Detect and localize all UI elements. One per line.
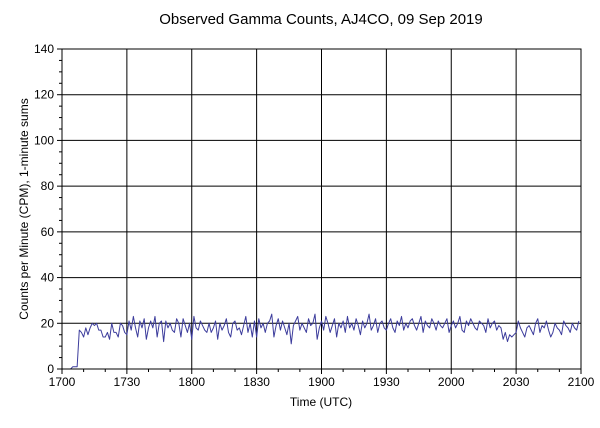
grid-lines	[62, 49, 581, 369]
x-axis-label: Time (UTC)	[290, 395, 352, 409]
x-tick-label: 1900	[308, 375, 335, 389]
y-tick-label: 0	[47, 362, 54, 376]
y-tick-label: 100	[34, 133, 54, 147]
x-tick-label: 1730	[114, 375, 141, 389]
x-tick-label: 1700	[49, 375, 76, 389]
y-axis-ticks: 0 20 40 60 80 100 120 140	[34, 42, 62, 376]
y-tick-label: 40	[41, 271, 55, 285]
y-tick-label: 20	[41, 316, 55, 330]
gamma-count-series-line	[62, 313, 580, 370]
plot-frame	[61, 48, 582, 370]
y-tick-label: 80	[41, 179, 55, 193]
x-tick-label: 1830	[243, 375, 270, 389]
x-tick-label: 2030	[503, 375, 530, 389]
y-axis-label: Counts per Minute (CPM), 1-minute sums	[17, 98, 31, 319]
y-tick-label: 120	[34, 88, 54, 102]
x-axis-ticks: 1700 1730 1800 1830 1900 1930 2000 2030 2100	[49, 369, 595, 389]
x-tick-label: 1930	[373, 375, 400, 389]
series-group	[62, 313, 580, 370]
chart-title: Observed Gamma Counts, AJ4CO, 09 Sep 201…	[159, 11, 483, 28]
x-tick-label: 1800	[178, 375, 205, 389]
y-tick-label: 140	[34, 42, 54, 56]
x-tick-label: 2000	[438, 375, 465, 389]
x-tick-label: 2100	[568, 375, 595, 389]
y-tick-label: 60	[41, 225, 55, 239]
